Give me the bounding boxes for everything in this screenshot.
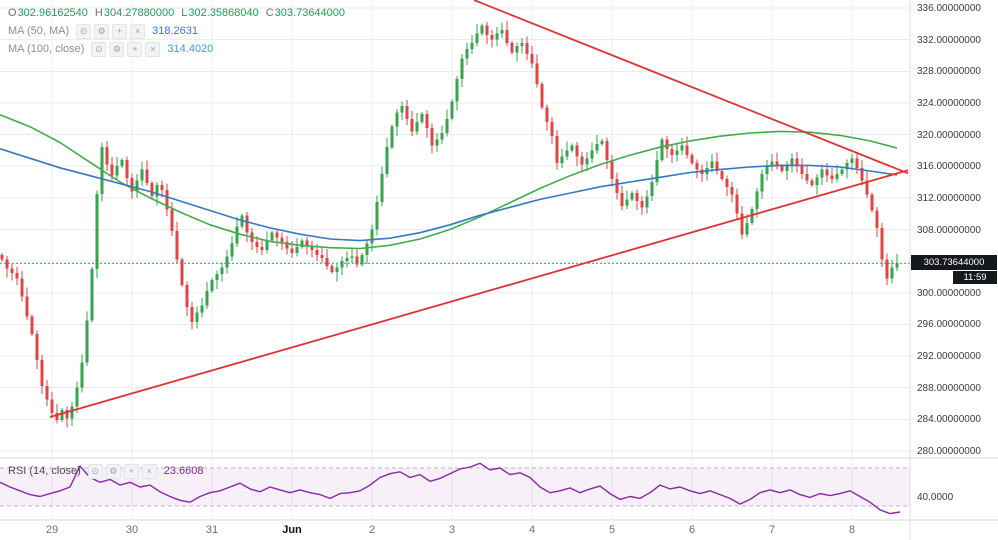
ma100-value: 314.4020 <box>167 43 214 55</box>
price-axis-label: 280.00000000 <box>917 446 981 457</box>
settings-icon[interactable]: ⚙ <box>105 463 121 479</box>
settings-icon[interactable]: ⚙ <box>109 41 125 57</box>
price-axis-label: 296.00000000 <box>917 319 981 331</box>
time-axis-label: Jun <box>282 524 302 536</box>
visibility-icon[interactable]: ⊙ <box>87 463 103 479</box>
ascending-support-trendline[interactable] <box>49 169 909 418</box>
close-label: C <box>265 7 274 19</box>
ma-50-line[interactable] <box>0 114 898 250</box>
close-icon[interactable]: × <box>130 23 146 39</box>
ma100-legend: MA (100, close) ⊙ ⚙ + × 314.4020 <box>8 41 213 57</box>
add-icon[interactable]: + <box>112 23 128 39</box>
rsi-line[interactable] <box>0 462 901 515</box>
open-label: O <box>8 7 17 19</box>
time-axis-label: 2 <box>368 524 376 536</box>
rsi-label: RSI (14, close) <box>8 465 81 477</box>
add-icon[interactable]: + <box>127 41 143 57</box>
candles <box>0 21 899 428</box>
time-axis-label: 29 <box>45 524 59 536</box>
visibility-icon[interactable]: ⊙ <box>76 23 92 39</box>
price-axis-label: 320.00000000 <box>917 129 981 141</box>
close-icon[interactable]: × <box>141 463 157 479</box>
price-axis-label: 300.00000000 <box>917 287 981 299</box>
candle-countdown: 11:59 <box>953 271 997 285</box>
current-price-tag: 303.73644000 <box>911 255 997 271</box>
price-axis-label: 288.00000000 <box>917 382 981 394</box>
time-axis-label: 30 <box>125 524 139 536</box>
price-axis-label: 284.00000000 <box>917 414 981 426</box>
ma50-value: 318.2631 <box>152 25 199 37</box>
add-icon[interactable]: + <box>123 463 139 479</box>
price-axis-label: 328.00000000 <box>917 66 981 78</box>
price-axis-label: 312.00000000 <box>917 192 981 204</box>
ma50-legend: MA (50, MA) ⊙ ⚙ + × 318.2631 <box>8 23 198 39</box>
open-value: 302.96162540 <box>17 7 88 19</box>
close-value: 303.73644000 <box>274 7 346 19</box>
time-axis[interactable]: 29 30 31 Jun 2 3 4 5 6 7 8 <box>0 520 910 540</box>
ma100-label: MA (100, close) <box>8 43 85 55</box>
low-value: 302.35868040 <box>188 7 259 19</box>
time-axis-label: 7 <box>768 524 776 536</box>
price-axis-label: 308.00000000 <box>917 224 981 236</box>
ohlc-legend: O 302.96162540 H 304.27880000 L 302.3586… <box>8 5 345 21</box>
time-axis-label: 3 <box>448 524 456 536</box>
time-axis-label: 8 <box>848 524 856 536</box>
rsi-legend: RSI (14, close) ⊙ ⚙ + × 23.6608 <box>8 463 204 479</box>
ma-100-line[interactable] <box>0 148 898 242</box>
close-icon[interactable]: × <box>145 41 161 57</box>
price-axis-label: 292.00000000 <box>917 351 981 363</box>
price-axis-label: 324.00000000 <box>917 97 981 109</box>
ma50-label: MA (50, MA) <box>8 25 70 37</box>
grid <box>0 0 910 520</box>
price-axis-label: 336.00000000 <box>917 3 981 14</box>
price-axis[interactable]: 336.00000000 332.00000000 328.00000000 324.… <box>910 0 998 520</box>
rsi-axis-label: 40.0000 <box>917 491 954 503</box>
high-value: 304.27880000 <box>103 7 175 19</box>
time-axis-label: 4 <box>528 524 536 536</box>
time-axis-label: 31 <box>205 524 219 536</box>
low-label: L <box>181 7 188 19</box>
visibility-icon[interactable]: ⊙ <box>91 41 107 57</box>
rsi-value: 23.6608 <box>163 465 204 477</box>
settings-icon[interactable]: ⚙ <box>94 23 110 39</box>
price-axis-label: 316.00000000 <box>917 161 981 173</box>
price-axis-label: 332.00000000 <box>917 34 981 46</box>
time-axis-label: 6 <box>688 524 696 536</box>
high-label: H <box>94 7 103 19</box>
time-axis-label: 5 <box>608 524 616 536</box>
descending-resistance-trendline[interactable] <box>473 0 909 175</box>
